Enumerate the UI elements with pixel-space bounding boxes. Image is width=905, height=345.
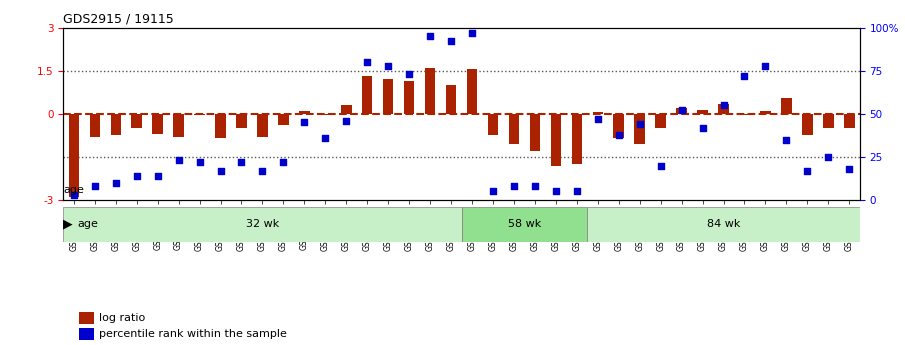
FancyBboxPatch shape xyxy=(462,207,587,242)
Point xyxy=(716,102,730,108)
Point xyxy=(339,118,354,124)
Bar xyxy=(90,114,100,137)
Bar xyxy=(195,114,205,115)
Point xyxy=(214,168,228,174)
Bar xyxy=(760,111,771,114)
Bar xyxy=(593,112,603,114)
Point xyxy=(255,168,270,174)
Text: age: age xyxy=(77,219,98,229)
Point xyxy=(548,189,563,194)
Bar xyxy=(719,104,729,114)
Bar xyxy=(404,81,414,114)
Point xyxy=(695,125,710,130)
Point xyxy=(381,63,395,68)
Text: 84 wk: 84 wk xyxy=(707,219,740,229)
Bar xyxy=(152,114,163,134)
Bar xyxy=(362,77,373,114)
Point xyxy=(612,132,626,137)
Point xyxy=(318,135,332,141)
Text: log ratio: log ratio xyxy=(100,314,146,323)
Bar xyxy=(131,114,142,128)
Text: ▶: ▶ xyxy=(63,218,73,231)
Bar xyxy=(174,114,184,137)
Bar xyxy=(823,114,834,128)
Point xyxy=(842,166,856,172)
Bar xyxy=(550,114,561,166)
Point xyxy=(674,108,689,113)
Point xyxy=(88,184,102,189)
Bar xyxy=(488,114,499,136)
Bar xyxy=(80,312,93,324)
Bar xyxy=(655,114,666,128)
Bar xyxy=(614,114,624,138)
Bar xyxy=(80,328,93,340)
Bar xyxy=(844,114,854,128)
Bar xyxy=(320,114,330,115)
Bar xyxy=(698,110,708,114)
Bar xyxy=(781,98,792,114)
Point xyxy=(507,184,521,189)
Point xyxy=(633,121,647,127)
Point xyxy=(360,59,375,65)
Bar xyxy=(676,108,687,114)
Point xyxy=(150,173,165,179)
Point xyxy=(486,189,500,194)
Point xyxy=(129,173,144,179)
Point xyxy=(591,116,605,122)
Point xyxy=(653,163,668,168)
Bar xyxy=(572,114,582,164)
Point xyxy=(193,159,207,165)
Bar xyxy=(529,114,540,151)
Text: 58 wk: 58 wk xyxy=(508,219,541,229)
Point xyxy=(402,71,416,77)
Point xyxy=(443,39,458,44)
Bar xyxy=(215,114,225,138)
Text: age: age xyxy=(63,185,84,195)
Point xyxy=(779,137,794,142)
Bar xyxy=(509,114,519,144)
Point xyxy=(569,189,584,194)
Point xyxy=(528,184,542,189)
Point xyxy=(297,120,311,125)
Point xyxy=(465,30,480,36)
Bar xyxy=(802,114,813,136)
Point xyxy=(109,180,123,186)
Bar xyxy=(739,114,749,115)
Point xyxy=(800,168,814,174)
Bar xyxy=(383,79,394,114)
Text: GDS2915 / 19115: GDS2915 / 19115 xyxy=(63,12,174,25)
Bar xyxy=(300,111,310,114)
Bar xyxy=(236,114,247,128)
Bar xyxy=(110,114,121,136)
Point xyxy=(171,158,186,163)
Point xyxy=(67,192,81,198)
Bar xyxy=(69,114,79,197)
Point xyxy=(738,73,752,79)
Point xyxy=(234,159,249,165)
Text: percentile rank within the sample: percentile rank within the sample xyxy=(100,329,287,339)
Bar xyxy=(278,114,289,125)
Point xyxy=(423,33,437,39)
Point xyxy=(758,63,773,68)
FancyBboxPatch shape xyxy=(587,207,860,242)
Bar xyxy=(341,105,351,114)
Bar xyxy=(257,114,268,137)
FancyBboxPatch shape xyxy=(63,207,462,242)
Bar xyxy=(424,68,435,114)
Bar xyxy=(467,69,477,114)
Point xyxy=(276,159,291,165)
Bar xyxy=(446,85,456,114)
Text: 32 wk: 32 wk xyxy=(246,219,279,229)
Point xyxy=(821,154,835,160)
Bar xyxy=(634,114,645,144)
